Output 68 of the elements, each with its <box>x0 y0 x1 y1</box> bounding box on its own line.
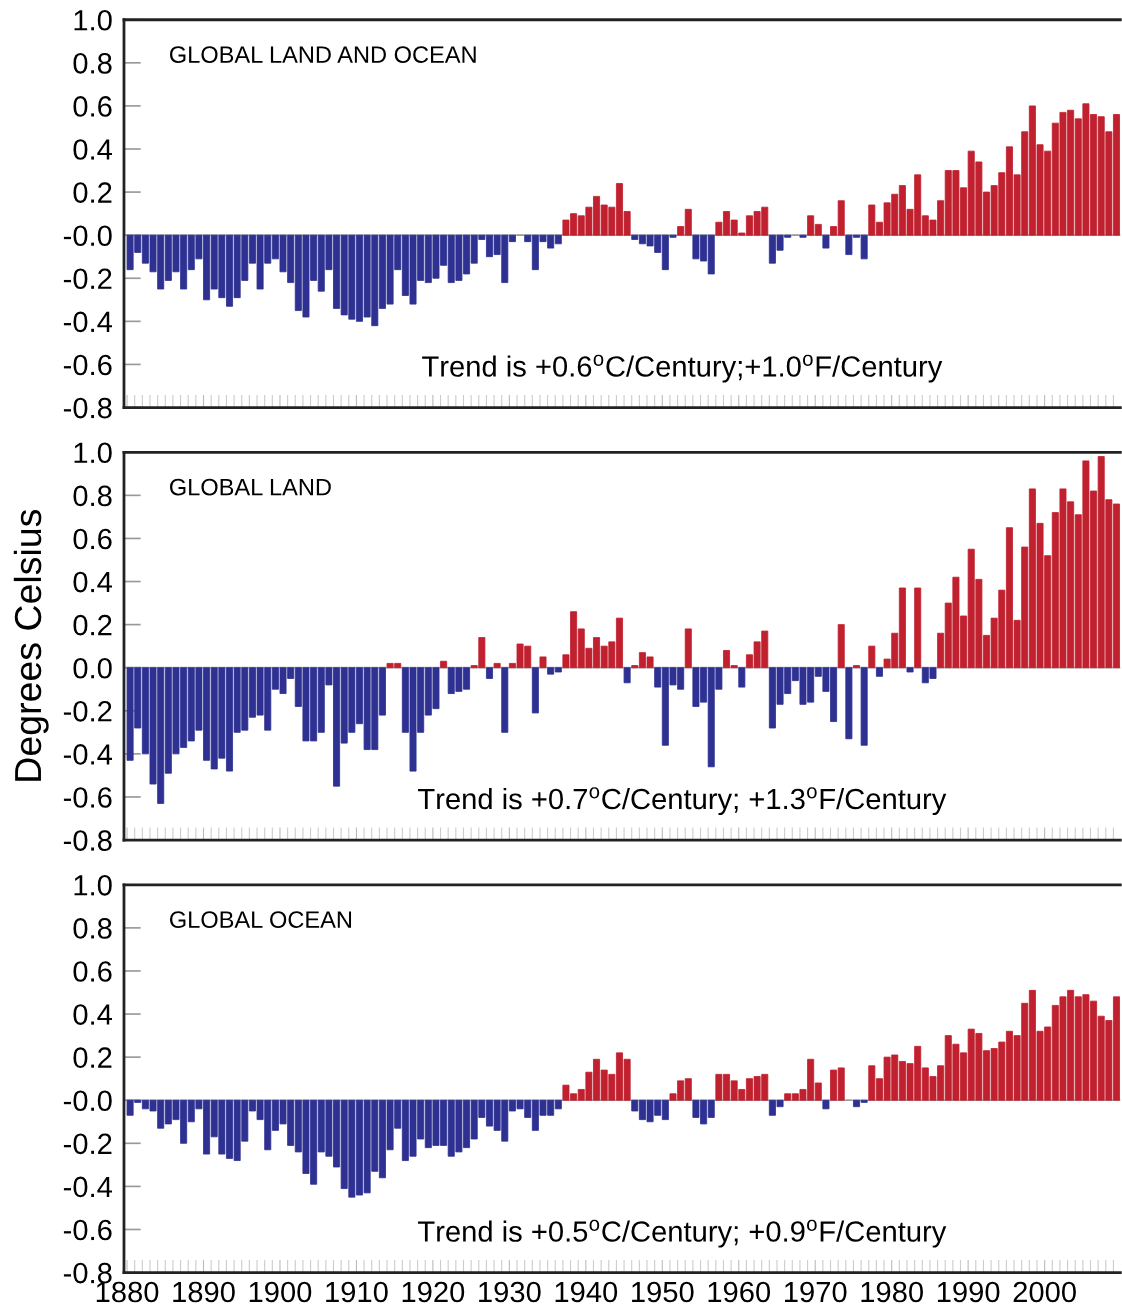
y-tick-label: -0.2 <box>63 268 112 290</box>
y-tick-label: 1.0 <box>74 874 112 896</box>
y-tick-label: -0.0 <box>63 1090 112 1112</box>
bar <box>684 628 692 669</box>
y-tick-label: 0.0 <box>73 657 112 679</box>
x-tick-label: 1970 <box>785 1281 847 1303</box>
y-tick-label: -0.8 <box>63 830 112 851</box>
text: GLOBAL LAND AND OCEAN <box>170 46 476 63</box>
bar <box>837 624 845 669</box>
bar <box>486 667 493 679</box>
text: GLOBAL LAND <box>170 478 331 496</box>
y-tick-label: -0.8 <box>63 397 112 419</box>
y-tick-label: 0.6 <box>73 961 112 982</box>
x-tick-label: 1910 <box>326 1281 388 1303</box>
y-tick-label: 1.0 <box>74 9 112 31</box>
y-tick-label: -0.6 <box>63 1219 112 1241</box>
y-tick-label: 0.4 <box>73 1004 113 1025</box>
y-tick-label: 0.6 <box>73 528 112 550</box>
y-tick-label: -0.4 <box>63 311 113 333</box>
bar <box>799 234 807 238</box>
x-tick-label: 1980 <box>861 1281 923 1303</box>
x-tick-label: 1890 <box>173 1281 235 1303</box>
bar <box>440 660 448 669</box>
bar <box>868 645 876 669</box>
x-tick-label: 1950 <box>632 1281 694 1303</box>
bar <box>822 1099 830 1110</box>
annotation: Trend is +0.7$^{o}$C/Century; +1.3$^{o}$F/Century <box>418 787 947 816</box>
bar <box>875 667 883 677</box>
y-tick-label: 0.2 <box>73 1047 112 1068</box>
y-tick-label: 1.0 <box>74 442 112 464</box>
annotation: Trend is +0.6$^{o}$C/Century;+1.0$^{o}$F/Century <box>422 354 943 383</box>
bar <box>822 234 830 249</box>
y-tick-label: -0.6 <box>63 354 112 376</box>
bar <box>501 667 509 733</box>
bar <box>914 587 922 669</box>
y-tick-label: -0.4 <box>63 744 113 765</box>
x-tick-label: 1960 <box>708 1281 771 1303</box>
x-tick-label: 1920 <box>402 1281 465 1303</box>
x-tick-label: 1900 <box>249 1281 312 1303</box>
bar <box>845 667 853 740</box>
bar <box>860 667 868 746</box>
y-tick-label: 0.8 <box>73 53 112 74</box>
bar <box>539 656 547 669</box>
bar <box>531 667 539 714</box>
y-tick-label: -0.2 <box>63 1133 112 1155</box>
y-tick-label: 0.4 <box>73 571 113 593</box>
bar <box>493 662 501 669</box>
y-tick-label: -0.0 <box>63 225 112 247</box>
y-tick-label: -0.4 <box>63 1176 113 1198</box>
text: GLOBAL OCEAN <box>170 911 352 928</box>
bar <box>738 667 746 688</box>
y-tick-label: -0.6 <box>63 787 112 808</box>
bar <box>853 665 860 669</box>
y-axis-title: Degrees Celsius <box>13 509 49 781</box>
x-tick-label: 1940 <box>555 1281 618 1303</box>
y-tick-label: 0.8 <box>73 485 112 507</box>
y-tick-label: -0.2 <box>63 700 112 722</box>
annotation: Trend is +0.5$^{o}$C/Century; +0.9$^{o}$F/Century <box>418 1219 947 1248</box>
y-tick-label: 0.8 <box>73 918 112 939</box>
y-tick-label: 0.2 <box>73 614 112 636</box>
y-tick-label: 0.2 <box>73 182 112 203</box>
bar <box>623 667 631 684</box>
y-tick-label: 0.6 <box>73 96 112 117</box>
x-tick-label: 2000 <box>1013 1281 1076 1303</box>
x-tick-label: 1930 <box>479 1281 541 1303</box>
bar <box>906 667 914 673</box>
y-tick-label: 0.4 <box>73 139 113 160</box>
x-tick-label: 1990 <box>937 1281 1000 1303</box>
